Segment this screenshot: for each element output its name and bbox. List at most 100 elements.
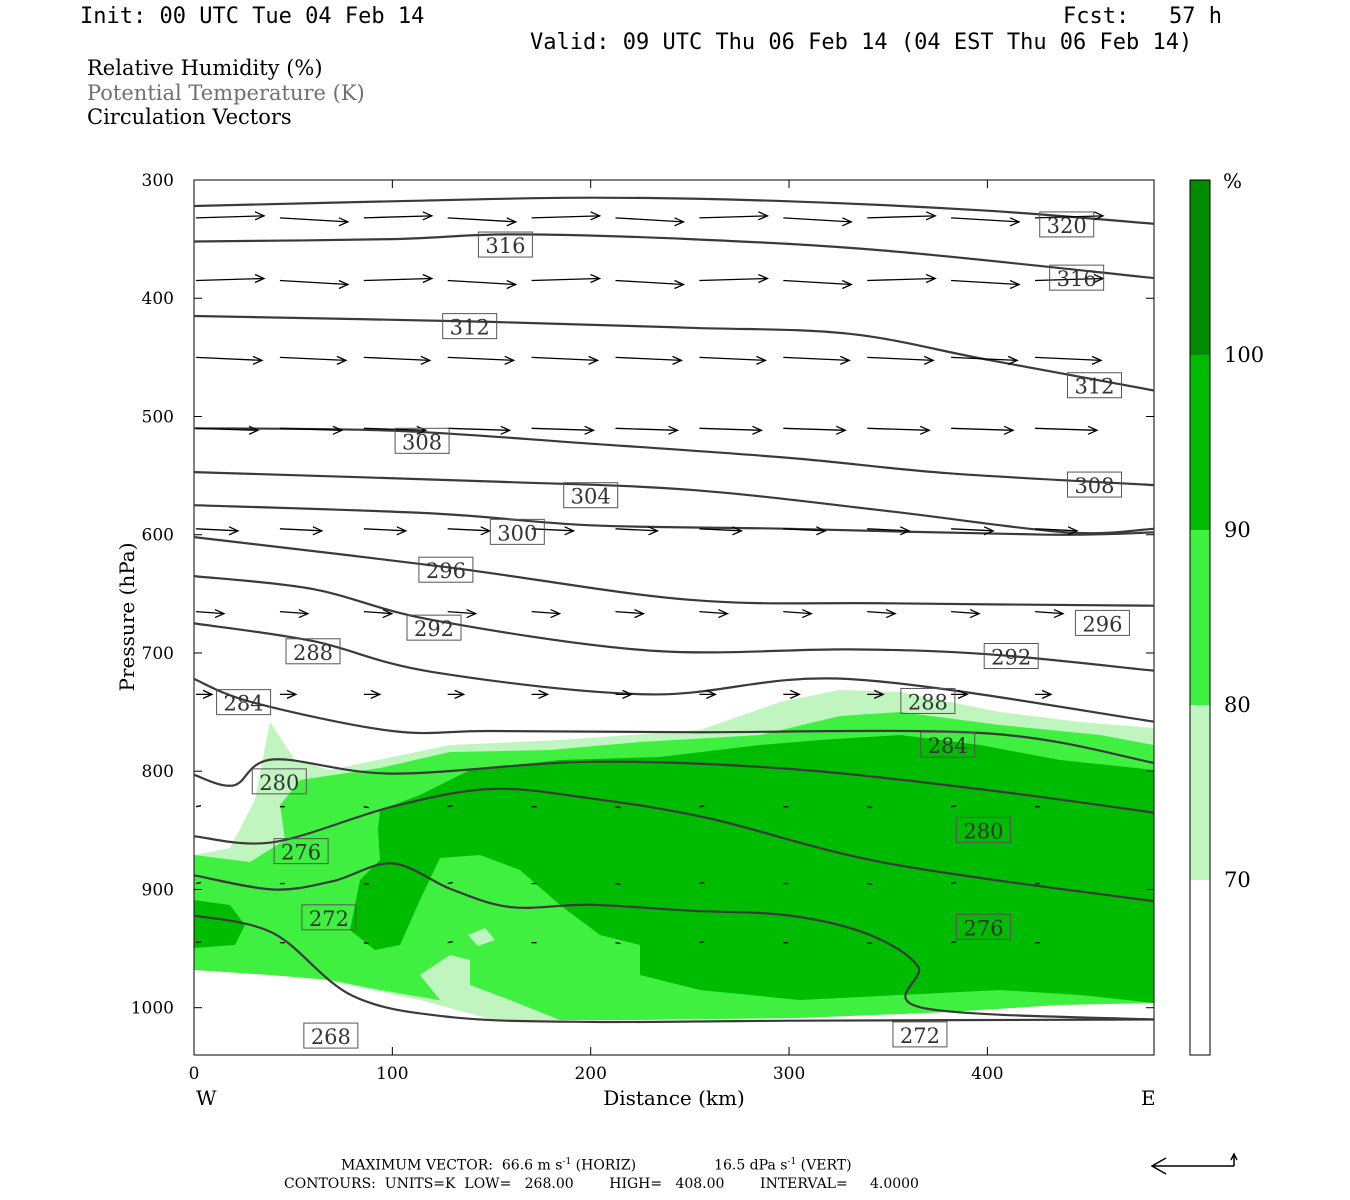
- circulation-vector: [699, 526, 744, 536]
- rh-90-100-left-blob: [194, 900, 245, 948]
- theta-contour-292: [194, 575, 1154, 672]
- x-tick-label: 400: [971, 1064, 1003, 1084]
- circulation-vector: [447, 881, 453, 885]
- circulation-vector: [783, 689, 801, 699]
- theta-label: 296: [426, 559, 466, 583]
- x-tick-label: 0: [189, 1064, 200, 1084]
- circulation-vector: [195, 211, 266, 221]
- circulation-vector: [195, 526, 240, 536]
- theta-label-box: [273, 838, 329, 865]
- theta-contour-312: [194, 314, 1154, 392]
- theta-contour-268: [194, 914, 1154, 1024]
- circulation-vector: [1034, 211, 1105, 221]
- theta-label-box: [216, 689, 272, 716]
- circulation-vector: [279, 689, 298, 699]
- circulation-vector: [363, 942, 369, 945]
- field-rh-label: Relative Humidity (%): [87, 56, 323, 80]
- theta-label: 308: [402, 430, 442, 454]
- circulation-vector: [531, 211, 602, 221]
- circulation-vector: [1034, 608, 1065, 619]
- theta-contour-296: [194, 536, 1154, 607]
- theta-label: 276: [963, 916, 1003, 940]
- circulation-vector: [447, 526, 492, 536]
- theta-label: 300: [497, 521, 537, 545]
- circulation-vector: [783, 355, 851, 365]
- theta-label-box: [418, 556, 474, 583]
- circulation-vector: [1034, 355, 1103, 365]
- rh-90-100-region: [350, 735, 1154, 1003]
- max-vector-note: MAXIMUM VECTOR: 66.6 m s-1 (HORIZ) 16.5 d…: [341, 1157, 852, 1174]
- circulation-vector: [951, 425, 1015, 435]
- theta-contour-276: [194, 787, 1154, 903]
- circulation-vector: [195, 273, 266, 284]
- theta-label-box: [477, 231, 533, 258]
- theta-label-box: [983, 643, 1039, 670]
- max-vector-horiz: MAXIMUM VECTOR: 66.6 m s: [341, 1157, 563, 1174]
- rh-lt80-pocket-2: [468, 928, 495, 946]
- circulation-vector: [867, 355, 935, 365]
- circulation-vector: [699, 425, 764, 435]
- circulation-vector: [699, 881, 705, 885]
- theta-contour-272: [194, 862, 1154, 1021]
- circulation-vector: [279, 279, 350, 290]
- theta-label: 288: [908, 690, 948, 714]
- circulation-vector: [531, 425, 596, 435]
- circulation-vector: [699, 211, 770, 221]
- circulation-vector: [1034, 273, 1105, 284]
- circulation-vector: [951, 526, 995, 536]
- theta-label-box: [301, 904, 357, 931]
- theta-label: 292: [991, 646, 1031, 670]
- theta-label: 292: [414, 617, 454, 641]
- circulation-vector: [1034, 526, 1079, 536]
- theta-contour-304: [194, 471, 1154, 535]
- circulation-vector: [195, 425, 260, 435]
- theta-label: 316: [1057, 267, 1097, 291]
- x-tick-label: 300: [773, 1064, 805, 1084]
- theta-label: 284: [928, 734, 968, 758]
- circulation-vector: [867, 211, 937, 221]
- max-vector-horiz-tag: (HORIZ): [571, 1157, 637, 1174]
- circulation-vector: [195, 805, 202, 808]
- circulation-vector: [867, 608, 897, 619]
- theta-label-box: [251, 768, 307, 795]
- x-axis-title: Distance (km): [603, 1086, 745, 1110]
- circulation-vector: [615, 608, 646, 619]
- theta-label-box: [563, 482, 619, 509]
- circulation-vector: [447, 941, 453, 944]
- circulation-vector: [447, 279, 518, 290]
- circulation-vector: [783, 217, 853, 227]
- circulation-vector: [615, 882, 621, 886]
- theta-label-box: [955, 913, 1011, 940]
- theta-label-box: [489, 518, 545, 545]
- circulation-vector: [1035, 689, 1053, 699]
- circulation-vector: [951, 689, 969, 699]
- colorbar-level-80: 80: [1224, 693, 1251, 717]
- x-end-label-west: W: [196, 1086, 217, 1110]
- circulation-vector: [615, 689, 634, 699]
- theta-contour-308: [194, 427, 1154, 487]
- circulation-vector: [195, 941, 202, 944]
- theta-label-box: [1074, 609, 1130, 636]
- y-tick-label: 800: [142, 762, 174, 782]
- circulation-vector: [950, 805, 957, 808]
- theta-label: 272: [900, 1024, 940, 1048]
- y-tick-label: 300: [142, 171, 174, 191]
- circulation-vector: [279, 217, 350, 227]
- colorbar-frame: [1189, 179, 1211, 1056]
- theta-label: 296: [1082, 612, 1122, 636]
- circulation-vector: [699, 689, 718, 699]
- y-tick-label: 400: [142, 289, 174, 309]
- circulation-vector: [867, 942, 873, 945]
- theta-contour-300: [194, 504, 1154, 536]
- y-tick-label: 500: [142, 407, 174, 427]
- theta-label-box: [955, 816, 1011, 843]
- field-vectors-label: Circulation Vectors: [87, 105, 292, 129]
- circulation-vector: [531, 526, 576, 536]
- circulation-vector: [279, 425, 344, 435]
- circulation-vector: [531, 273, 602, 284]
- theta-label: 284: [224, 692, 264, 716]
- theta-contour-288: [194, 622, 1154, 723]
- circulation-vector: [279, 526, 324, 536]
- circulation-vector: [867, 526, 911, 536]
- colorbar-seg-80-90: [1190, 530, 1210, 705]
